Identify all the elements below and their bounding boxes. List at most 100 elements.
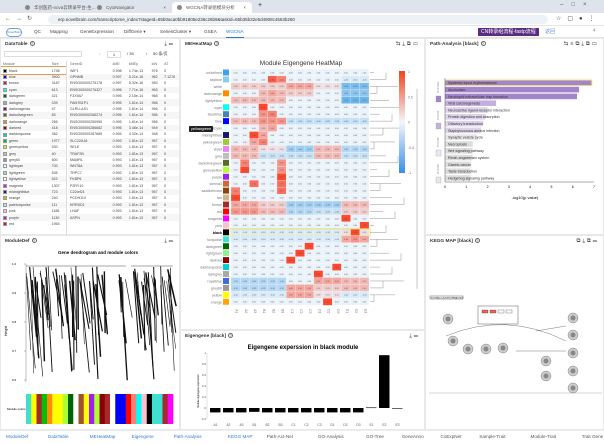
pathway-bar[interactable] <box>445 161 471 168</box>
table-row[interactable]: darkmagenta 47 <box>1 106 66 112</box>
table-row[interactable]: MAMRL 0.993 1.81e-13 957 0 <box>68 157 179 163</box>
eigengene-bar[interactable] <box>392 408 403 409</box>
bottom-tab[interactable]: Path-Analysis <box>173 434 202 439</box>
table-row[interactable]: blue 3900 <box>1 73 66 81</box>
browser-tab-active[interactable]: WGCNA转录组模块分析 × <box>172 2 252 13</box>
page-size-select[interactable]: 50 条/页 <box>153 51 168 56</box>
page-input[interactable]: 1 <box>107 51 121 58</box>
column-header[interactable]: Size <box>51 62 59 67</box>
search-input[interactable] <box>4 51 82 57</box>
bottom-tab[interactable]: CoExpNet <box>440 434 462 439</box>
table-row[interactable]: brown 3187 <box>1 80 66 86</box>
panel-actions[interactable]: ⇆⤓⧉▭ <box>395 41 420 47</box>
bottom-tab[interactable]: GO-Analysis <box>317 434 344 439</box>
pathway-bar[interactable] <box>445 141 473 147</box>
column-header[interactable]: AT <box>164 62 169 67</box>
table-row[interactable]: grey 40 <box>1 150 66 157</box>
table-row[interactable]: midnightblue 723 <box>1 188 66 196</box>
eigengene-bar[interactable] <box>340 408 351 413</box>
table-row[interactable]: lightcyan 700 <box>1 163 66 170</box>
nav-geneexpression[interactable]: GeneExpression <box>80 29 114 34</box>
close-icon[interactable]: × <box>243 5 246 10</box>
gene-box[interactable] <box>481 309 489 314</box>
bottom-tab[interactable]: ModuleDef <box>6 434 29 439</box>
table-row[interactable]: greenyellow 530 <box>1 144 66 150</box>
bottom-tab[interactable]: Path-Act-Net <box>266 434 293 439</box>
help-icon[interactable]: ? <box>480 41 486 46</box>
gene-box[interactable] <box>497 309 505 314</box>
pathway-bar[interactable] <box>445 120 484 127</box>
nav-wgcna[interactable]: WGCNA <box>226 26 244 38</box>
nav-seriescluster[interactable]: SeriesCluster ▾ <box>160 29 192 34</box>
table-row[interactable]: paleturquoise 111 <box>1 201 66 208</box>
table-row[interactable]: darkorange 266 <box>1 119 66 125</box>
column-header[interactable]: kME <box>112 62 120 67</box>
eigengene-bar[interactable] <box>262 408 273 413</box>
table-row[interactable]: SELE 0.993 1.81e-13 957 0 <box>68 144 179 150</box>
table-row[interactable]: pink 1186 <box>1 208 66 214</box>
panel-actions[interactable]: ⤓▭ <box>164 238 175 244</box>
table-row[interactable]: ENSG00000287685 0.994 4.32e-14 948 0 <box>68 131 179 137</box>
pathway-bar[interactable] <box>445 175 471 181</box>
pathway-bar[interactable] <box>445 134 477 140</box>
bottom-tab[interactable]: Trait Gene <box>581 434 604 439</box>
help-icon[interactable]: ? <box>29 41 35 46</box>
bottom-tab[interactable]: GO-Tree <box>366 434 384 439</box>
table-row[interactable]: GLRU-AS1 0.995 1.61e-14 956 0 <box>68 106 179 112</box>
pathway-bar[interactable] <box>445 86 580 93</box>
pathway-bar[interactable] <box>445 148 473 154</box>
table-row[interactable]: darkolivegreen 83 <box>1 112 66 119</box>
eigengene-bar[interactable] <box>223 408 234 413</box>
prev-page[interactable]: ‹ <box>99 51 101 56</box>
browser-toolbar-icons[interactable]: ☆▢●⋮ <box>556 16 601 22</box>
table-row[interactable]: TRAF2B 0.993 1.81e-13 957 0 <box>68 150 179 157</box>
nav-gsea[interactable]: GSEA <box>204 29 217 34</box>
new-tab-button[interactable]: + <box>258 2 263 9</box>
panel-actions[interactable]: ⤓▭ <box>164 41 175 47</box>
panel-actions[interactable]: ⤓▭ <box>409 333 420 339</box>
pathway-bar[interactable] <box>445 107 488 113</box>
table-row[interactable]: darkturquoise 382 <box>1 131 66 137</box>
help-icon[interactable]: ? <box>474 238 480 243</box>
eigengene-bar[interactable] <box>301 408 312 413</box>
table-row[interactable]: darkred 418 <box>1 124 66 132</box>
table-row[interactable]: FKBP6 0.993 1.81e-13 957 0 <box>68 176 179 183</box>
table-row[interactable]: darkgreen 421 <box>1 93 66 99</box>
table-row[interactable]: PCDH11X 0.993 1.81e-13 957 0 <box>68 195 179 201</box>
eigengene-bar[interactable] <box>288 408 299 413</box>
eigengene-bar[interactable] <box>327 408 338 413</box>
nav-arrows-icon[interactable]: ←→↻ <box>5 16 38 22</box>
table-row[interactable]: ENSG00000286682 0.995 3.46e-14 949 0 <box>68 124 179 132</box>
table-row[interactable]: ENSG00000276327 0.996 7.71e-16 963 0 <box>68 86 179 93</box>
panel-actions[interactable]: ⇆≡⧉⤓⧉▭ <box>563 41 599 47</box>
url-input[interactable]: erp.novelbrain.com/transcriptome_index?s… <box>48 15 548 24</box>
help-icon[interactable]: ? <box>228 333 234 338</box>
table-row[interactable]: lightgreen 535 <box>1 170 66 176</box>
pathway-bar[interactable] <box>445 100 497 106</box>
column-header[interactable]: kIN <box>151 62 158 67</box>
bottom-tab[interactable]: DataTable <box>47 434 69 439</box>
close-icon[interactable]: × <box>163 5 166 10</box>
pathway-bar[interactable] <box>445 93 577 100</box>
back-link[interactable]: 返回 <box>545 29 556 35</box>
table-row[interactable]: WIF1 0.998 1.74e-13 976 0 <box>68 67 179 73</box>
table-row[interactable]: GPNMB 0.997 5.21e-16 962 7.1276 <box>68 73 179 81</box>
table-row[interactable]: TRPC7 0.993 1.81e-13 957 0 <box>68 170 179 176</box>
eigengene-bar[interactable] <box>249 408 260 412</box>
table-row[interactable]: WNT8A 0.993 1.81e-13 957 0 <box>68 163 179 170</box>
eigengene-bar[interactable] <box>353 408 364 413</box>
table-row[interactable]: SLC22A16 0.993 1.81e-13 957 0 <box>68 137 179 145</box>
pathway-bar[interactable] <box>445 168 471 174</box>
logo[interactable]: Novel Brain <box>6 28 22 37</box>
table-row[interactable]: green 1977 <box>1 137 66 145</box>
table-row[interactable]: FAM7B1P1 0.995 1.61e-14 956 0 <box>68 99 179 106</box>
window-controls[interactable]: –□× <box>560 2 595 8</box>
table-row[interactable]: C22orf21 0.993 1.81e-13 957 0 <box>68 188 179 196</box>
table-row[interactable]: ASPN 0.993 1.81e-13 957 0 <box>68 214 179 221</box>
bottom-tab[interactable]: KEGG MAP <box>227 434 253 439</box>
table-row[interactable]: lightyellow 522 <box>1 176 66 183</box>
table-row[interactable]: F3X9A7 0.995 2.15e-14 968 0 <box>68 93 179 99</box>
browser-tab[interactable]: CytoNavigator × <box>92 2 172 13</box>
eigengene-bar[interactable] <box>236 408 247 413</box>
heatmap-cell[interactable] <box>359 298 370 306</box>
